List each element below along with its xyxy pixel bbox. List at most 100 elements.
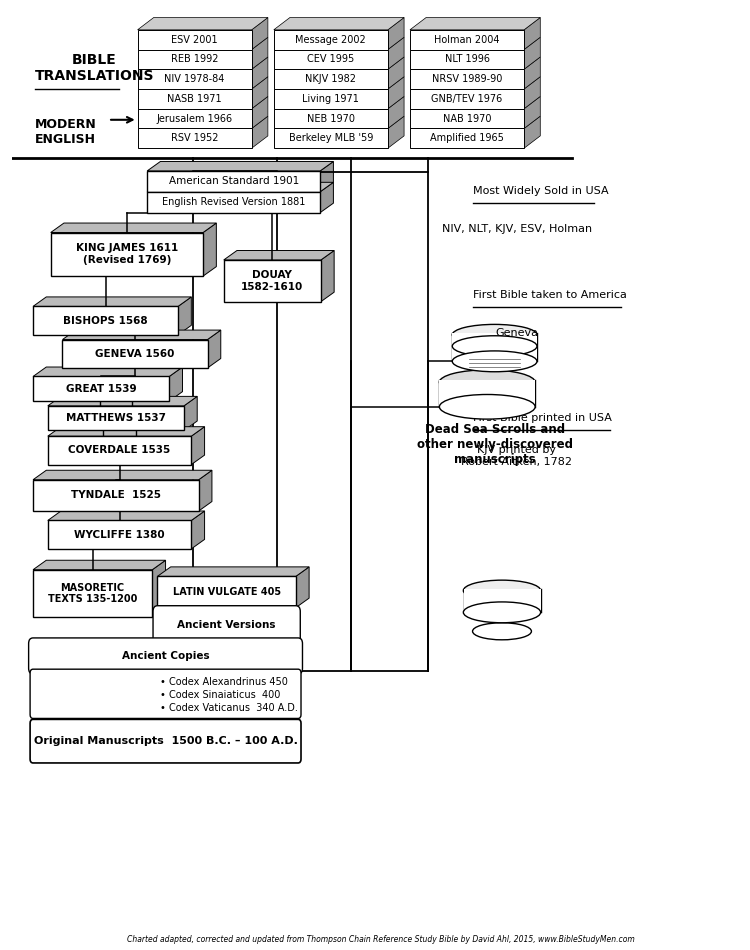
Text: MATTHEWS 1537: MATTHEWS 1537: [66, 413, 166, 423]
Bar: [274, 89, 388, 108]
Bar: [464, 589, 541, 613]
Bar: [158, 577, 296, 608]
Text: COVERDALE 1535: COVERDALE 1535: [68, 446, 171, 455]
Text: BIBLE
TRANSLATIONS: BIBLE TRANSLATIONS: [34, 52, 154, 83]
Polygon shape: [137, 17, 268, 29]
Polygon shape: [388, 77, 404, 108]
Text: Dead Sea Scrolls and
other newly-discovered
manuscripts: Dead Sea Scrolls and other newly-discove…: [417, 423, 573, 466]
Text: First Bible taken to America: First Bible taken to America: [472, 290, 626, 300]
Bar: [33, 307, 178, 334]
Text: Ancient Copies: Ancient Copies: [122, 651, 209, 661]
Bar: [137, 128, 252, 148]
Bar: [137, 69, 252, 89]
Text: • Codex Vaticanus  340 A.D.: • Codex Vaticanus 340 A.D.: [160, 703, 298, 713]
Bar: [48, 436, 191, 465]
Polygon shape: [191, 427, 205, 465]
Text: KING JAMES 1611
(Revised 1769): KING JAMES 1611 (Revised 1769): [76, 243, 178, 265]
Text: • Codex Sinaiaticus  400: • Codex Sinaiaticus 400: [160, 690, 280, 700]
Polygon shape: [191, 511, 205, 549]
Text: BISHOPS 1568: BISHOPS 1568: [63, 315, 148, 326]
Text: REB 1992: REB 1992: [171, 54, 218, 65]
Text: NLT 1996: NLT 1996: [445, 54, 490, 65]
Text: WYCLIFFE 1380: WYCLIFFE 1380: [74, 530, 165, 540]
Text: NEB 1970: NEB 1970: [307, 114, 355, 124]
Text: RSV 1952: RSV 1952: [171, 133, 218, 143]
Text: MODERN
ENGLISH: MODERN ENGLISH: [34, 118, 96, 146]
Polygon shape: [320, 182, 334, 213]
Polygon shape: [296, 567, 309, 608]
Text: LATIN VULGATE 405: LATIN VULGATE 405: [172, 587, 280, 597]
Bar: [410, 128, 524, 148]
Ellipse shape: [452, 351, 537, 371]
Polygon shape: [224, 251, 334, 260]
FancyBboxPatch shape: [28, 637, 302, 674]
Bar: [147, 192, 320, 213]
Bar: [410, 108, 524, 128]
Polygon shape: [199, 470, 212, 511]
Bar: [147, 171, 320, 192]
Polygon shape: [252, 116, 268, 148]
Text: Berkeley MLB '59: Berkeley MLB '59: [289, 133, 373, 143]
Bar: [452, 332, 537, 361]
Text: Message 2002: Message 2002: [296, 34, 366, 45]
Polygon shape: [524, 57, 540, 89]
Text: First Bible printed in USA: First Bible printed in USA: [472, 413, 611, 423]
Text: GREAT 1539: GREAT 1539: [66, 384, 136, 394]
Polygon shape: [388, 17, 404, 49]
Ellipse shape: [440, 394, 535, 419]
Polygon shape: [51, 223, 216, 233]
Text: • Codex Alexandrinus 450: • Codex Alexandrinus 450: [160, 677, 287, 688]
Bar: [137, 108, 252, 128]
Polygon shape: [33, 367, 182, 376]
Polygon shape: [410, 17, 540, 29]
Text: CEV 1995: CEV 1995: [308, 54, 355, 65]
Text: Charted adapted, corrected and updated from Thompson Chain Reference Study Bible: Charted adapted, corrected and updated f…: [127, 935, 634, 943]
Polygon shape: [178, 297, 191, 334]
Text: TYNDALE  1525: TYNDALE 1525: [70, 490, 160, 501]
Bar: [137, 89, 252, 108]
Bar: [48, 406, 184, 430]
Polygon shape: [48, 511, 205, 521]
FancyBboxPatch shape: [30, 719, 301, 763]
Polygon shape: [48, 427, 205, 436]
Bar: [137, 49, 252, 69]
Text: Most Widely Sold in USA: Most Widely Sold in USA: [472, 186, 608, 196]
Bar: [440, 380, 535, 407]
Text: English Revised Version 1881: English Revised Version 1881: [162, 198, 305, 207]
Polygon shape: [524, 116, 540, 148]
Ellipse shape: [452, 335, 537, 356]
Text: NRSV 1989-90: NRSV 1989-90: [432, 74, 502, 85]
Text: NASB 1971: NASB 1971: [167, 94, 222, 104]
Text: Jerusalem 1966: Jerusalem 1966: [157, 114, 232, 124]
Bar: [33, 376, 170, 401]
FancyBboxPatch shape: [30, 669, 301, 718]
Bar: [410, 69, 524, 89]
Text: Amplified 1965: Amplified 1965: [430, 133, 504, 143]
Bar: [410, 29, 524, 49]
Polygon shape: [184, 396, 197, 430]
Ellipse shape: [440, 370, 535, 394]
Polygon shape: [321, 251, 334, 302]
Polygon shape: [388, 57, 404, 89]
Text: GNB/TEV 1976: GNB/TEV 1976: [431, 94, 502, 104]
Bar: [51, 233, 203, 276]
Bar: [410, 49, 524, 69]
Text: Ancient Versions: Ancient Versions: [178, 619, 276, 630]
Text: MASORETIC
TEXTS 135-1200: MASORETIC TEXTS 135-1200: [48, 582, 137, 604]
Polygon shape: [252, 37, 268, 69]
Polygon shape: [388, 97, 404, 128]
Text: NIV 1978-84: NIV 1978-84: [164, 74, 225, 85]
Polygon shape: [274, 17, 404, 29]
Bar: [137, 29, 252, 49]
Text: DOUAY
1582-1610: DOUAY 1582-1610: [242, 270, 304, 292]
Text: NAB 1970: NAB 1970: [442, 114, 491, 124]
Ellipse shape: [464, 580, 541, 601]
Bar: [274, 69, 388, 89]
Bar: [274, 49, 388, 69]
Polygon shape: [388, 116, 404, 148]
Bar: [274, 128, 388, 148]
Polygon shape: [524, 37, 540, 69]
Bar: [48, 521, 191, 549]
Polygon shape: [33, 470, 212, 480]
Bar: [224, 260, 321, 302]
